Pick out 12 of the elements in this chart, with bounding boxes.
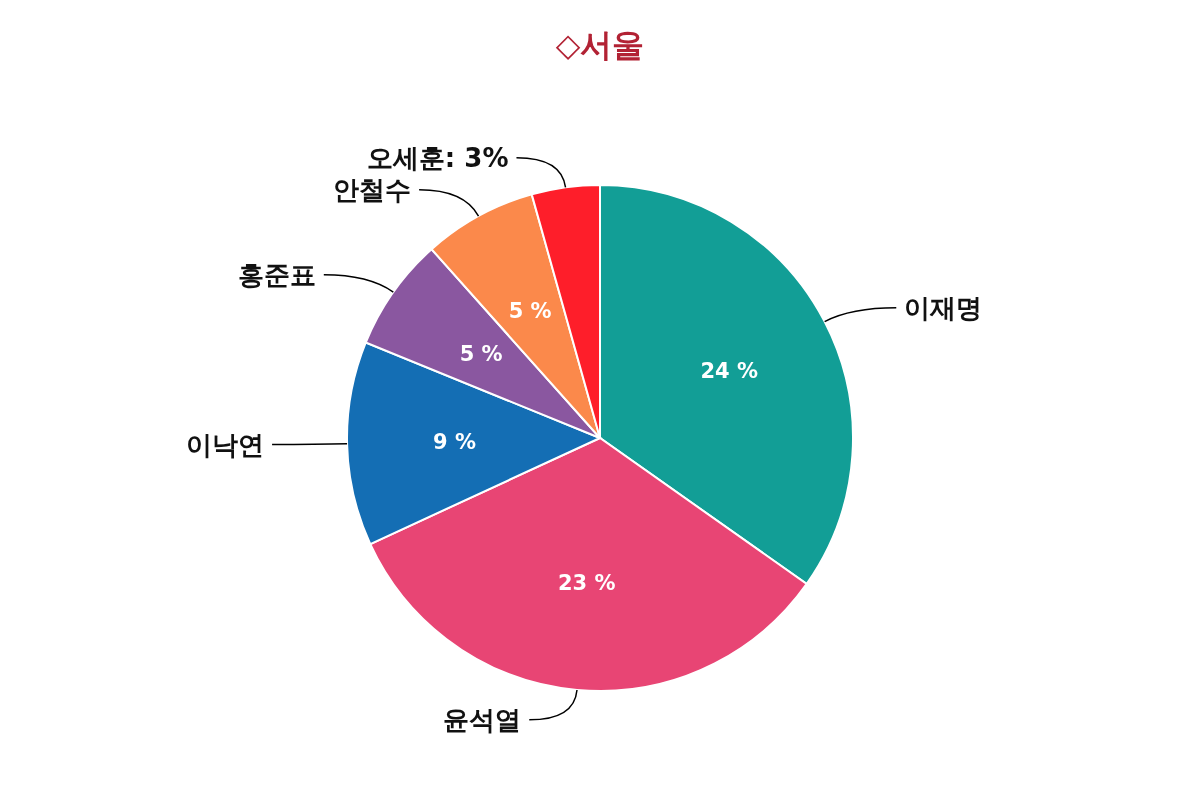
slice-label: 이낙연 — [186, 429, 265, 460]
data-label: 9 % — [433, 429, 477, 454]
slice-label: 오세훈: 3% — [366, 142, 509, 173]
data-label: 5 % — [459, 342, 503, 367]
slice-label: 이재명 — [904, 292, 983, 323]
data-label: 5 % — [508, 298, 552, 323]
data-label: 24 % — [700, 359, 758, 384]
slice-label: 안철수 — [333, 174, 412, 205]
chart-title: ◇서울 — [555, 26, 645, 64]
data-label: 23 % — [557, 571, 616, 596]
slice-label: 윤석열 — [443, 704, 522, 735]
slice-label: 홍준표 — [237, 259, 316, 290]
